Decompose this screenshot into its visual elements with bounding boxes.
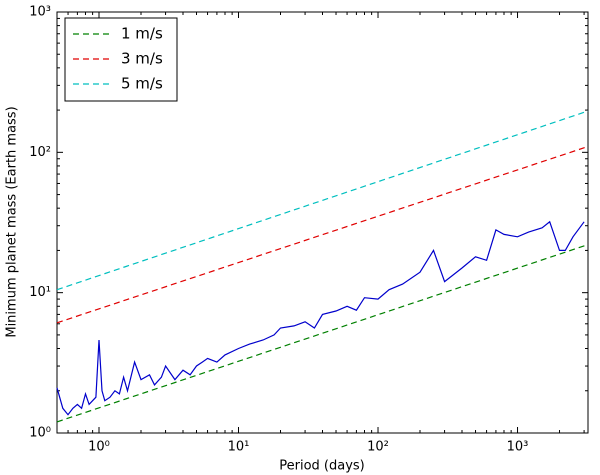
legend-label: 3 m/s: [121, 50, 163, 68]
y-axis-label: Minimum planet mass (Earth mass): [5, 106, 20, 337]
series-line: [56, 244, 589, 423]
x-tick-label: 10¹: [228, 440, 250, 455]
x-tick-label: 10³: [507, 440, 529, 455]
series-line: [56, 110, 589, 291]
legend-box: [64, 17, 178, 102]
x-axis-label: Period (days): [279, 459, 365, 474]
y-tick-label: 10³: [29, 5, 51, 20]
x-tick-label: 10²: [367, 440, 389, 455]
y-tick-label: 10⁰: [29, 426, 51, 441]
legend-label: 5 m/s: [121, 75, 163, 93]
x-tick-label: 10⁰: [88, 440, 110, 455]
y-tick-label: 10²: [29, 145, 51, 160]
y-tick-label: 10¹: [29, 285, 51, 300]
legend-label: 1 m/s: [121, 25, 163, 43]
series-line: [56, 220, 585, 416]
series-line: [56, 145, 589, 324]
